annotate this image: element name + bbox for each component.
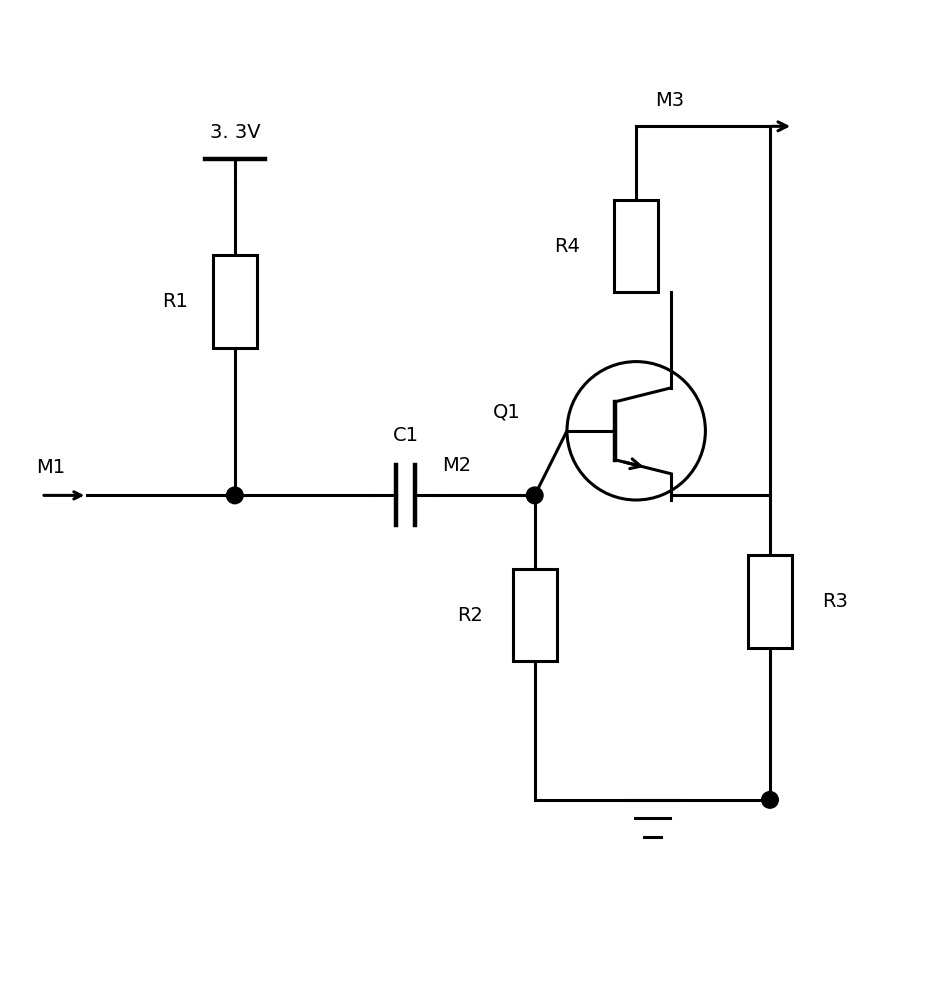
Text: M1: M1 xyxy=(36,458,65,477)
FancyBboxPatch shape xyxy=(513,569,557,661)
FancyBboxPatch shape xyxy=(212,255,257,348)
Circle shape xyxy=(226,487,243,504)
Text: R1: R1 xyxy=(162,292,188,311)
Text: Q1: Q1 xyxy=(493,403,521,422)
Text: R3: R3 xyxy=(822,592,847,611)
Text: M3: M3 xyxy=(654,91,683,110)
Circle shape xyxy=(526,487,543,504)
Text: 3. 3V: 3. 3V xyxy=(209,123,260,142)
FancyBboxPatch shape xyxy=(748,555,792,648)
Text: R4: R4 xyxy=(554,237,580,256)
Text: R2: R2 xyxy=(457,606,483,625)
Text: C1: C1 xyxy=(393,426,419,445)
FancyBboxPatch shape xyxy=(614,200,658,292)
Text: M2: M2 xyxy=(441,456,471,475)
Circle shape xyxy=(762,792,778,808)
